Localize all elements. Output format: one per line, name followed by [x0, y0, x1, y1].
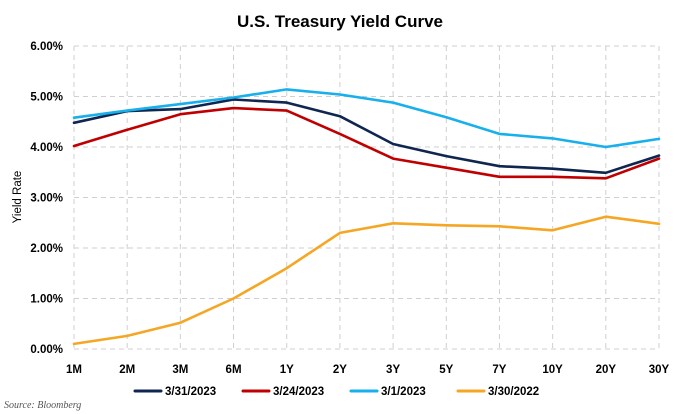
chart-title: U.S. Treasury Yield Curve — [237, 12, 443, 31]
y-tick-label: 5.00% — [30, 92, 63, 104]
x-tick-label: 7Y — [492, 364, 506, 376]
legend-label: 3/24/2023 — [273, 386, 324, 398]
series-line — [72, 88, 661, 149]
grid — [73, 45, 660, 350]
legend: 3/31/2023 3/24/2023 3/1/2023 3/30/2022 — [133, 386, 539, 398]
y-tick-label: 2.00% — [30, 243, 63, 255]
legend-label: 3/1/2023 — [381, 386, 426, 398]
x-tick-label: 6M — [226, 364, 242, 376]
y-tick-label: 4.00% — [30, 142, 63, 154]
series-line — [72, 215, 661, 346]
x-tick-label: 3M — [172, 364, 188, 376]
series-line — [72, 106, 661, 180]
y-tick-label: 0.00% — [30, 344, 63, 356]
y-axis-ticks: 0.00% 1.00% 2.00% 3.00% 4.00% 5.00% 6.00% — [30, 41, 63, 356]
legend-label: 3/31/2023 — [165, 386, 216, 398]
y-axis-label: Yield Rate — [12, 171, 24, 224]
y-tick-label: 3.00% — [30, 193, 63, 205]
series-lines — [72, 88, 661, 346]
legend-label: 3/30/2022 — [488, 386, 539, 398]
x-tick-label: 2M — [119, 364, 135, 376]
x-tick-label: 30Y — [649, 364, 670, 376]
series-line — [72, 98, 661, 175]
y-tick-label: 6.00% — [30, 41, 63, 53]
x-tick-label: 1Y — [280, 364, 294, 376]
source-note: Source: Bloomberg — [4, 400, 81, 411]
x-tick-label: 3Y — [386, 364, 400, 376]
x-tick-label: 10Y — [542, 364, 563, 376]
x-tick-label: 20Y — [596, 364, 617, 376]
x-tick-label: 1M — [66, 364, 82, 376]
x-tick-label: 2Y — [333, 364, 347, 376]
y-tick-label: 1.00% — [30, 294, 63, 306]
x-tick-label: 5Y — [439, 364, 453, 376]
x-axis-ticks: 1M 2M 3M 6M 1Y 2Y 3Y 5Y 7Y 10Y 20Y 30Y — [66, 364, 670, 376]
